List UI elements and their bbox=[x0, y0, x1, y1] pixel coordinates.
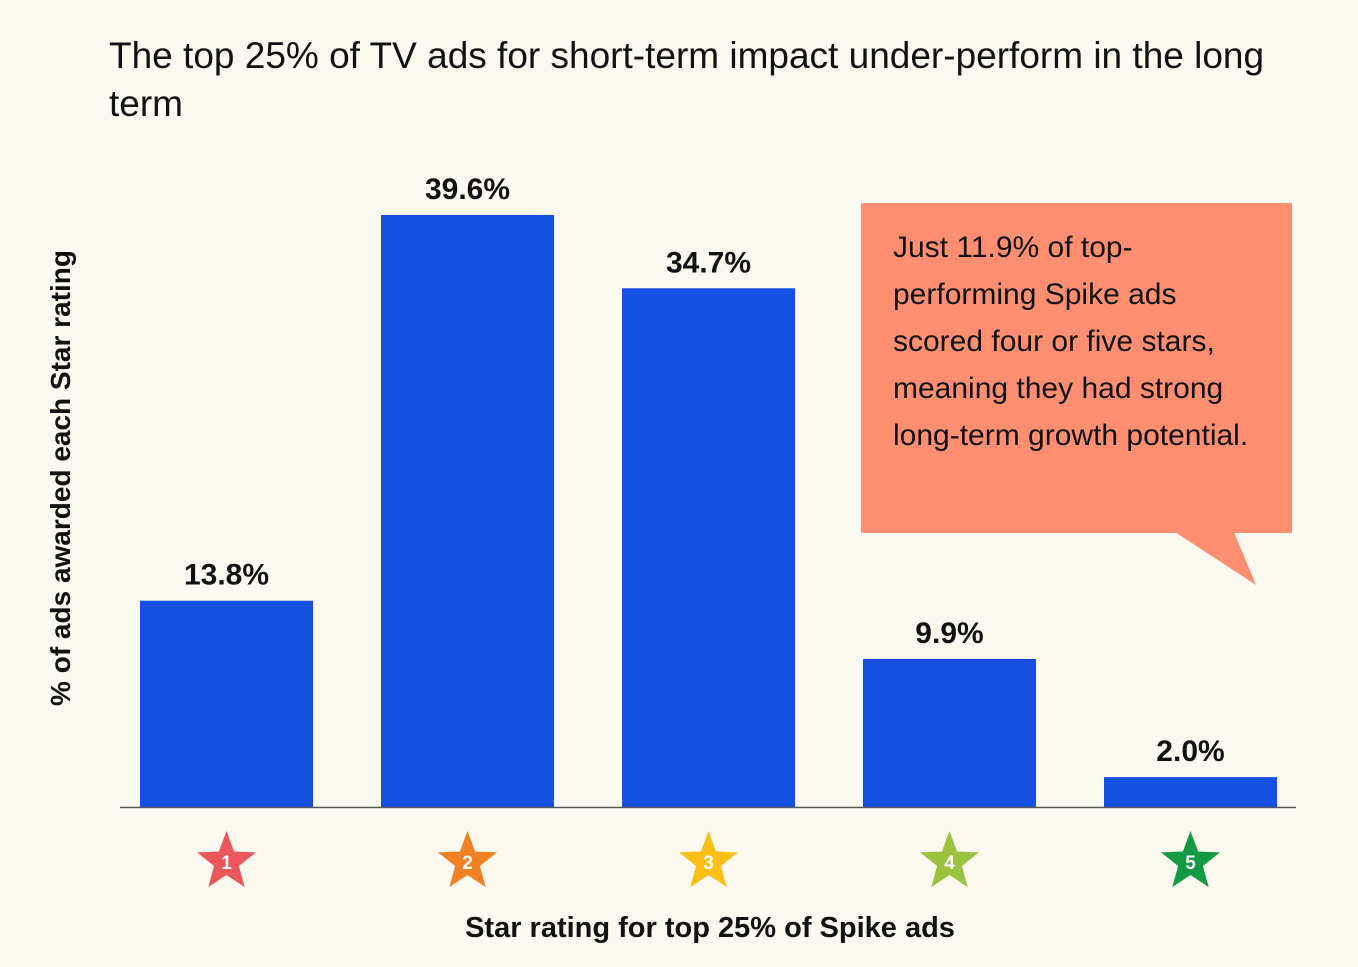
data-label: 9.9% bbox=[915, 617, 983, 650]
callout-pointer bbox=[1175, 532, 1256, 585]
star-icon bbox=[1161, 831, 1220, 888]
star-icon bbox=[920, 831, 979, 888]
bar-5 bbox=[1104, 777, 1277, 807]
data-label: 34.7% bbox=[666, 246, 751, 279]
tick-label: 5 bbox=[1185, 853, 1196, 874]
bar-4 bbox=[863, 659, 1036, 807]
callout-box bbox=[861, 203, 1292, 533]
star-icon bbox=[197, 831, 256, 888]
x-axis-label: Star rating for top 25% of Spike ads bbox=[465, 912, 955, 944]
chart-title: The top 25% of TV ads for short-term imp… bbox=[109, 35, 1265, 124]
tick-label: 3 bbox=[703, 853, 714, 874]
tick-label: 1 bbox=[221, 853, 232, 874]
star-icon bbox=[679, 831, 738, 888]
data-label: 39.6% bbox=[425, 173, 510, 206]
bar-2 bbox=[381, 215, 554, 807]
callout-text: Just 11.9% of top-performing Spike ads s… bbox=[893, 231, 1249, 452]
data-label: 2.0% bbox=[1156, 735, 1224, 768]
star-icon bbox=[438, 831, 497, 888]
bar-3 bbox=[622, 288, 795, 807]
tick-label: 4 bbox=[944, 853, 955, 874]
data-label: 13.8% bbox=[184, 559, 269, 592]
tick-label: 2 bbox=[462, 853, 473, 874]
bar-1 bbox=[140, 600, 313, 807]
